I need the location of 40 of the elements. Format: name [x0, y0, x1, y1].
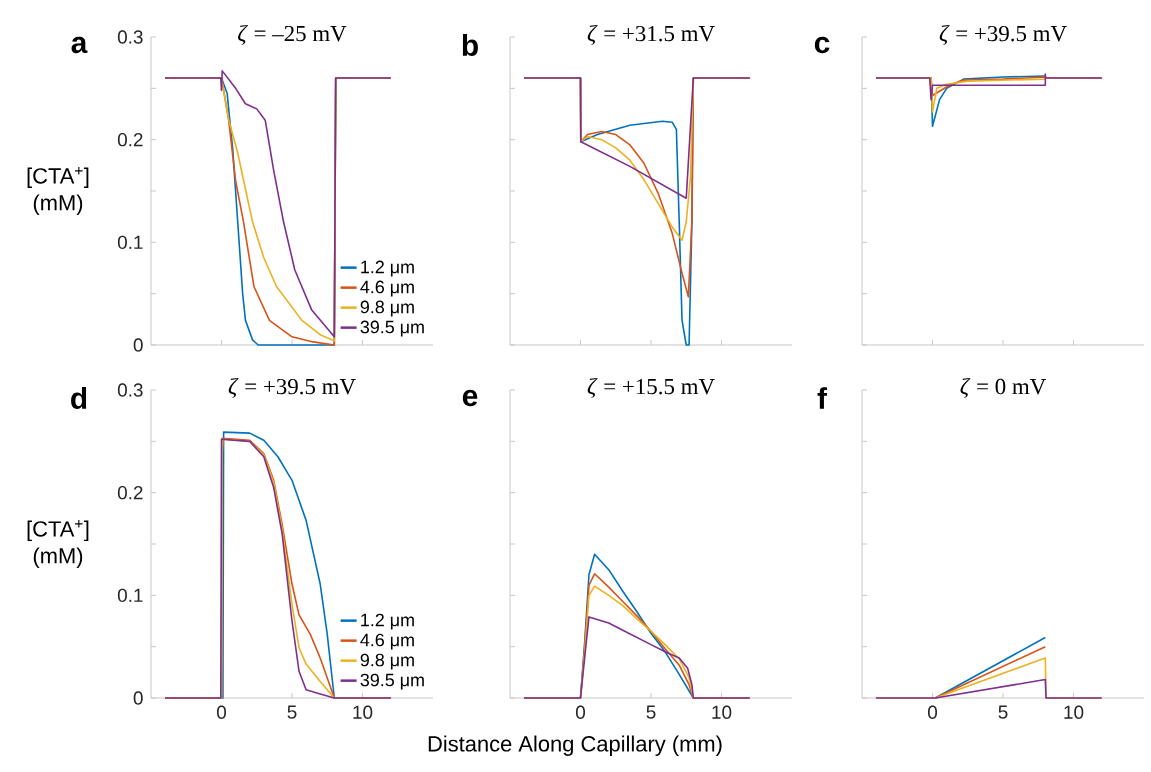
- y-tick-label: 0.3: [117, 383, 143, 397]
- x-tick-label: 10: [1064, 705, 1084, 719]
- legend-label: 1.2 μm: [361, 613, 414, 630]
- chart-title: ζ = 0 mV: [960, 378, 1047, 399]
- y-tick-label: 0: [133, 691, 143, 705]
- chart-title: ζ = –25 mV: [238, 25, 347, 46]
- text: a: [71, 36, 88, 54]
- legend-label: 4.6 μm: [360, 633, 414, 650]
- x-tick-label: 10: [712, 705, 732, 719]
- y-tick-label: 0.1: [117, 588, 143, 603]
- legend-label: 9.8 μm: [360, 300, 414, 317]
- x-tick-label: 0: [216, 705, 227, 719]
- x-tick-label: 0: [927, 705, 938, 719]
- legend-label: 39.5 μm: [360, 673, 424, 690]
- y-tick-label: 0.2: [117, 132, 143, 147]
- chart-title: ζ = +15.5 mV: [587, 378, 715, 399]
- legend-label: 9.8 μm: [360, 653, 414, 670]
- x-tick-label: 5: [646, 705, 656, 719]
- x-axis-title: Distance Along Capillary (mm): [428, 735, 722, 756]
- x-tick-label: 10: [353, 705, 373, 719]
- text: c: [814, 36, 830, 54]
- chart-title: ζ = +39.5 mV: [939, 25, 1067, 46]
- chart-title: ζ = +31.5 mV: [587, 25, 715, 46]
- x-tick-label: 0: [575, 705, 586, 719]
- text: f: [817, 387, 828, 409]
- text: d: [71, 387, 87, 409]
- y-tick-label: 0: [133, 338, 143, 352]
- y-tick-label: 0.1: [117, 235, 143, 250]
- legend-label: 39.5 μm: [360, 320, 424, 337]
- y-tick-label: 0.2: [117, 485, 143, 500]
- chart-title: ζ = +39.5 mV: [228, 378, 356, 399]
- text: b: [462, 34, 478, 56]
- x-tick-label: 5: [998, 705, 1008, 719]
- x-tick-label: 5: [287, 705, 297, 719]
- legend-label: 4.6 μm: [360, 280, 414, 297]
- y-axis-title: [CTA$^{+}$] (mM): [27, 520, 89, 568]
- text: e: [462, 389, 478, 407]
- y-axis-title: [CTA$^{+}$] (mM): [27, 167, 89, 215]
- legend-label: 1.2 μm: [361, 260, 414, 277]
- y-tick-label: 0.3: [117, 30, 143, 44]
